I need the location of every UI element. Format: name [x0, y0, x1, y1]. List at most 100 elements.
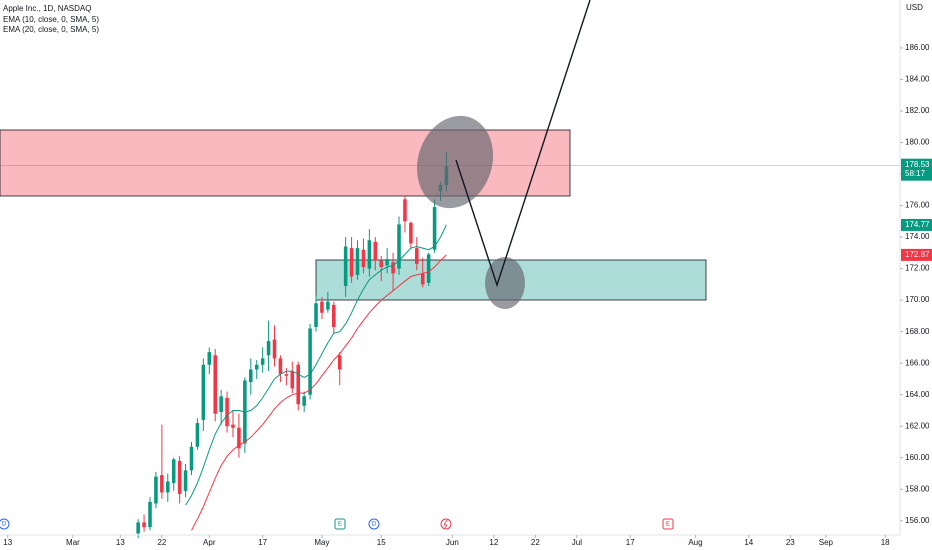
plot [0, 151, 900, 539]
y-tick-label: 176.00 [905, 201, 930, 210]
ema-line [185, 224, 447, 506]
candle-body [391, 262, 395, 274]
x-tick-label: 17 [626, 538, 635, 547]
x-tick-label: 18 [881, 538, 890, 547]
candle-body [201, 364, 206, 420]
y-tick-label: 170.00 [905, 295, 930, 304]
candle-body [237, 427, 241, 449]
legend-title: Apple Inc., 1D, NASDAQ [3, 4, 91, 13]
price-badge-label: 172.87 [905, 250, 930, 259]
x-tick-label: Jun [446, 538, 459, 547]
candle-body [225, 397, 229, 427]
candle-body [308, 328, 312, 395]
x-tick-label: 22 [157, 538, 166, 547]
candle-body [166, 481, 170, 493]
candle-body [332, 304, 336, 327]
candle-body [296, 364, 300, 405]
candle-body [142, 522, 146, 528]
candle-body [367, 240, 372, 269]
projection-path [455, 0, 591, 288]
candle-body [349, 248, 354, 277]
x-tick-label: 23 [786, 538, 795, 547]
x-tick-label: 12 [489, 538, 498, 547]
candle-body [314, 303, 318, 327]
candle-body [409, 222, 413, 244]
candle-body [302, 396, 306, 406]
candle-body [136, 522, 140, 534]
candle-body [272, 339, 277, 359]
event-icon[interactable] [662, 518, 674, 530]
currency-bg [901, 2, 932, 14]
y-tick-label: 162.00 [905, 421, 930, 430]
candle-body [326, 301, 330, 310]
candle-body [195, 423, 200, 447]
candle-body [373, 241, 378, 261]
price-badge-label: 174.77 [905, 220, 930, 229]
event-label: E [666, 522, 670, 528]
candle-body [249, 369, 253, 383]
candle-body [320, 301, 324, 313]
candle-body [171, 459, 176, 483]
highlight-ellipse [416, 115, 494, 209]
candle-body [207, 352, 212, 365]
ema-line [191, 254, 447, 531]
y-tick-label: 182.00 [905, 106, 930, 115]
y-tick-label: 156.00 [905, 516, 930, 525]
y-tick-label: 166.00 [905, 358, 930, 367]
candle-body [154, 476, 158, 504]
y-tick-label: 164.00 [905, 390, 930, 399]
event-bolt [443, 519, 448, 529]
candle-body [361, 249, 366, 268]
event-icon[interactable] [368, 518, 380, 530]
candle-body [337, 355, 342, 370]
candle-body [397, 224, 401, 269]
x-tick-label: Apr [203, 538, 216, 547]
event-icon[interactable] [334, 518, 346, 530]
candle-body [290, 371, 295, 389]
y-tick-label: 160.00 [905, 453, 930, 462]
y-tick-label: 186.00 [905, 43, 930, 52]
x-tick-label: May [314, 538, 329, 547]
candle-body [260, 358, 265, 365]
annotations [416, 0, 591, 309]
price-badge [901, 248, 932, 261]
event-label: D [372, 522, 377, 528]
legend-entry: EMA (10, close, 0, SMA, 5) [3, 15, 99, 24]
x-tick-label: 14 [744, 538, 753, 547]
x-tick-label: 15 [377, 538, 386, 547]
x-tick-label: Sep [819, 538, 834, 547]
candle-body [254, 364, 259, 370]
candle-body [355, 248, 360, 275]
highlight-ellipse [485, 257, 525, 309]
y-tick-label: 172.00 [905, 264, 930, 273]
candle-body [420, 273, 425, 285]
candle-body [426, 254, 431, 283]
events: D E D E [0, 518, 674, 530]
y-tick-label: 168.00 [905, 327, 930, 336]
event-icon[interactable] [440, 518, 452, 530]
candle-body [219, 396, 223, 413]
candle-body [183, 470, 188, 491]
candle-body [213, 355, 217, 414]
event-icon[interactable] [0, 518, 10, 530]
candle-body [231, 424, 235, 428]
candle-body [379, 260, 384, 268]
last-price-badge [901, 158, 932, 181]
legend-entry: EMA (20, close, 0, SMA, 5) [3, 25, 99, 34]
x-tick-label: Aug [688, 538, 702, 547]
candle-body [266, 341, 271, 356]
event-label: E [338, 522, 342, 528]
y-tick-label: 174.00 [905, 232, 930, 241]
x-tick-label: 22 [531, 538, 540, 547]
x-tick-label: 13 [3, 538, 12, 547]
candle-body [189, 446, 194, 471]
candle-body [160, 475, 164, 493]
last-price-label: 178.53 [905, 160, 930, 169]
candle-body [177, 460, 182, 495]
price-badge [901, 218, 932, 231]
candle-body [278, 358, 283, 375]
candle-body [148, 501, 152, 528]
x-tick-label: Mar [66, 538, 80, 547]
countdown: 58:17 [905, 169, 926, 178]
